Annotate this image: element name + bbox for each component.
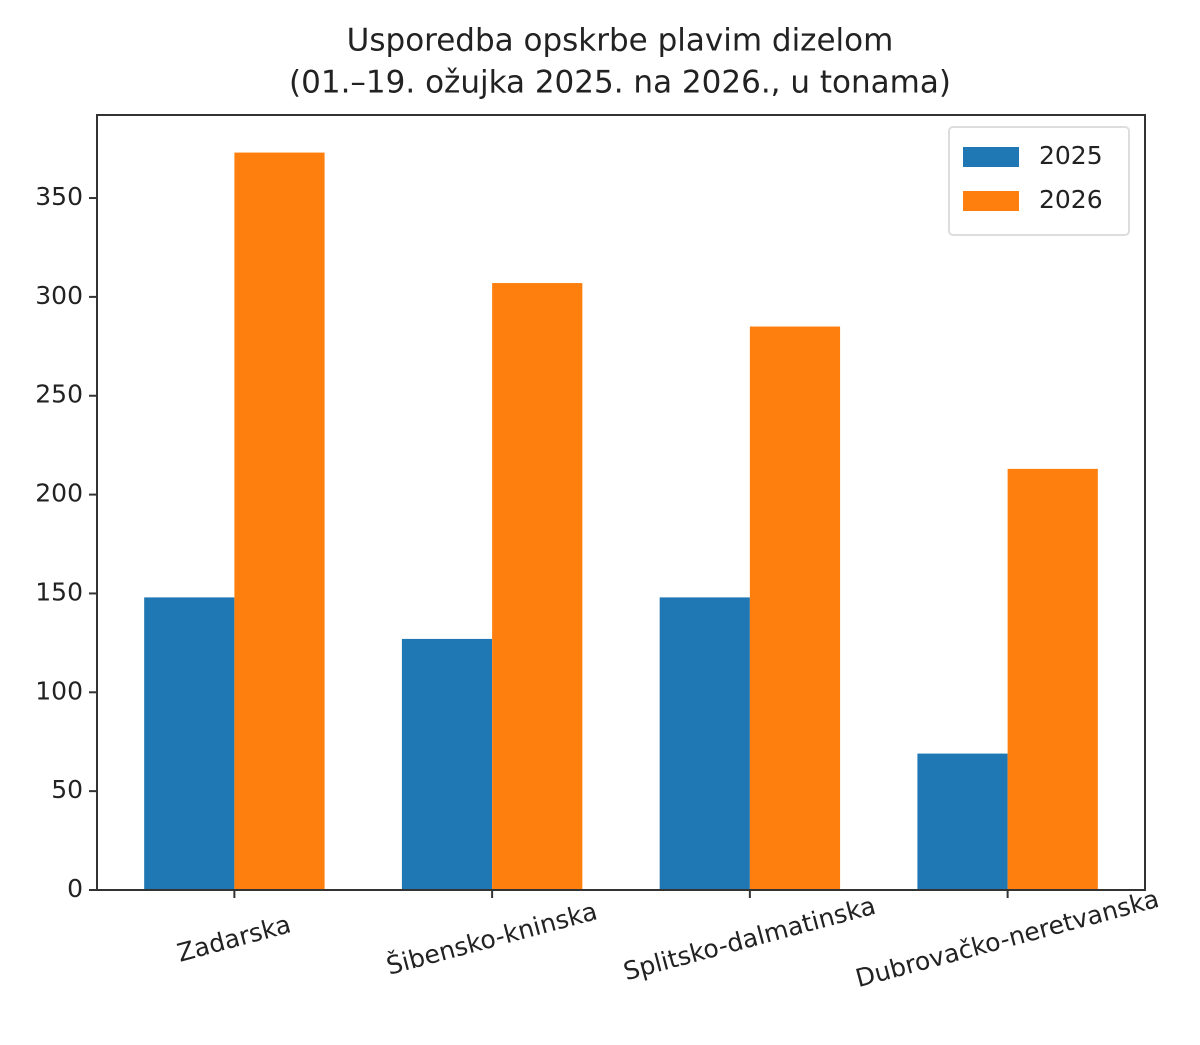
x-tick-label: Zadarska xyxy=(174,909,294,967)
bar xyxy=(401,638,493,890)
bar xyxy=(144,597,235,890)
bar xyxy=(234,152,325,890)
bar xyxy=(917,753,1008,890)
y-tick-label: 350 xyxy=(35,182,83,211)
bar xyxy=(659,597,750,890)
y-tick-label: 200 xyxy=(35,479,83,508)
legend-label: 2025 xyxy=(1039,141,1103,170)
plot-frame xyxy=(96,114,1146,891)
bar xyxy=(1007,468,1098,890)
x-tick-label: Dubrovačko-neretvanska xyxy=(852,884,1162,993)
legend-swatch xyxy=(963,191,1019,211)
legend-label: 2026 xyxy=(1039,185,1103,214)
y-tick-label: 150 xyxy=(35,577,83,606)
bar xyxy=(492,283,583,890)
y-tick-label: 250 xyxy=(35,380,83,409)
chart-title: Usporedba opskrbe plavim dizelom xyxy=(347,23,894,59)
x-tick-label: Šibensko-kninska xyxy=(383,896,600,981)
bar xyxy=(749,326,841,891)
x-tick-label: Splitsko-dalmatinska xyxy=(620,891,878,986)
y-tick-label: 300 xyxy=(35,281,83,310)
y-tick-label: 100 xyxy=(35,676,83,705)
y-tick-label: 50 xyxy=(51,775,83,804)
chart-subtitle: (01.–19. ožujka 2025. na 2026., u tonama… xyxy=(289,65,951,101)
y-tick-label: 0 xyxy=(67,874,83,903)
legend-swatch xyxy=(963,147,1019,167)
